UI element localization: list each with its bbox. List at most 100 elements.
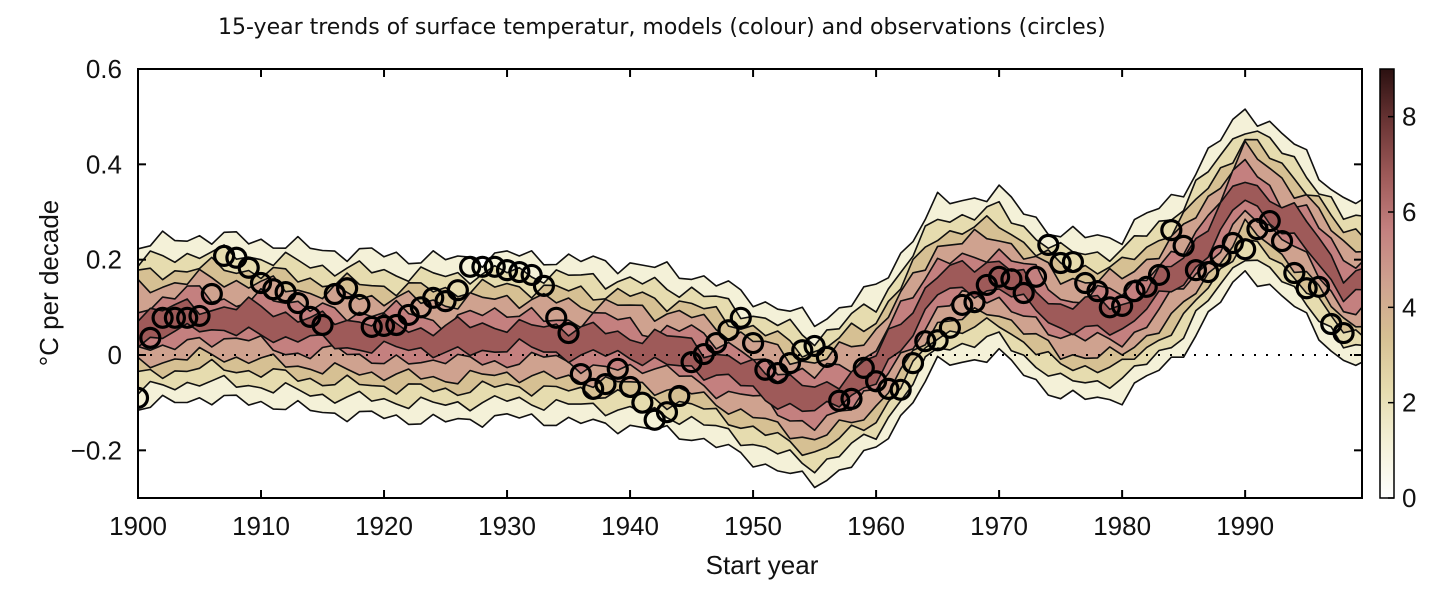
observation-point: [815, 345, 838, 369]
observation-point: [692, 342, 715, 366]
x-tick-label: 1920: [355, 511, 413, 541]
observation-point: [1209, 244, 1232, 267]
x-tick-label: 1930: [478, 511, 536, 541]
observation-point: [1037, 233, 1060, 256]
observation-point: [446, 279, 469, 302]
observation-point: [471, 255, 494, 278]
observation-point: [988, 265, 1011, 288]
observation-point: [1000, 268, 1023, 291]
colorbar-tick-label: 0: [1402, 483, 1416, 513]
observation-point: [1295, 277, 1318, 300]
observation-point: [1123, 280, 1146, 303]
observation-point: [840, 387, 863, 410]
observation-point: [372, 314, 396, 338]
observation-point: [741, 331, 765, 355]
observation-point: [729, 306, 752, 329]
observation-point: [188, 304, 211, 328]
observation-point: [717, 319, 740, 342]
observation-point: [668, 384, 691, 408]
observation-point: [286, 291, 310, 315]
observation-point: [520, 263, 543, 287]
observation-point: [200, 282, 223, 306]
observation-point: [1307, 275, 1331, 298]
observation-point: [237, 256, 260, 279]
observation-point: [1221, 231, 1244, 255]
x-tick-label: 1970: [970, 511, 1028, 541]
x-tick-label: 1960: [847, 511, 905, 541]
observation-point: [914, 330, 937, 353]
observation-point: [901, 352, 925, 375]
observation-point: [582, 377, 605, 400]
observation-point: [151, 306, 174, 329]
x-axis-label: Start year: [706, 550, 819, 580]
observation-point: [705, 331, 728, 355]
model-density-contours: [138, 108, 1362, 489]
colorbar: [1379, 68, 1395, 499]
x-axis: 1900 1910 1920 1930 1940 1950 1960 1970 1980 1990: [109, 69, 1274, 541]
observation-point: [754, 358, 777, 381]
contour-level-6: [138, 181, 1362, 413]
y-tick-label: 0.2: [86, 245, 122, 275]
contour-level-5: [138, 158, 1362, 432]
observation-point: [569, 362, 592, 386]
chart-title: 15-year trends of surface temperatur, mo…: [218, 15, 1106, 40]
observation-point: [336, 277, 359, 300]
observation-point: [163, 306, 187, 329]
y-axis-label: °C per decade: [34, 200, 64, 367]
observation-point: [311, 313, 334, 337]
observation-point: [1135, 275, 1158, 298]
y-tick-label: 0: [108, 340, 122, 370]
observation-point: [1012, 281, 1035, 305]
observation-point: [483, 255, 506, 278]
observation-point: [1024, 265, 1048, 288]
observation-point: [422, 286, 445, 309]
observation-circles: [138, 209, 1355, 431]
observation-point: [889, 378, 912, 401]
plot-frame: [137, 68, 1363, 499]
observation-point: [1147, 263, 1171, 287]
observation-point: [434, 290, 457, 313]
observation-point: [323, 282, 346, 306]
observation-point: [1172, 234, 1195, 257]
observation-point: [459, 255, 482, 278]
colorbar-axis: 0 2 4 6 8: [1388, 102, 1416, 513]
observation-point: [594, 372, 617, 396]
colorbar-tick-label: 6: [1402, 197, 1416, 227]
observation-point: [262, 278, 285, 301]
contour-level-4: [138, 140, 1362, 441]
x-tick-label: 1990: [1216, 511, 1274, 541]
colorbar-tick-label: 2: [1402, 388, 1416, 418]
observation-point: [828, 389, 851, 412]
observation-point: [1098, 296, 1121, 319]
observation-point: [1332, 321, 1355, 345]
observation-point: [1111, 294, 1134, 318]
observation-point: [1049, 251, 1072, 275]
observation-point: [508, 260, 531, 284]
x-tick-label: 1900: [109, 511, 167, 541]
observation-point: [1258, 209, 1281, 233]
observation-point: [176, 306, 199, 329]
observation-point: [631, 391, 654, 414]
x-tick-label: 1910: [232, 511, 290, 541]
observation-point: [655, 401, 679, 424]
observation-point: [249, 271, 273, 295]
observation-point: [618, 375, 642, 399]
observation-point: [803, 334, 826, 358]
colorbar-tick-label: 4: [1402, 292, 1416, 322]
observation-point: [1160, 219, 1183, 242]
y-axis: 0.6 0.4 0.2 0 −0.2: [71, 54, 1362, 465]
y-tick-label: −0.2: [71, 435, 122, 465]
observation-point: [360, 315, 383, 338]
x-tick-label: 1950: [724, 511, 782, 541]
observation-point: [138, 386, 150, 409]
observation-point: [852, 356, 875, 379]
colorbar-tick-label: 8: [1402, 102, 1416, 132]
observation-point: [963, 290, 986, 314]
observation-point: [938, 316, 961, 339]
x-tick-label: 1940: [601, 511, 659, 541]
observation-point: [532, 274, 556, 297]
observation-point: [951, 293, 974, 317]
observation-point: [1283, 261, 1306, 285]
observation-point: [213, 244, 236, 267]
observation-point: [778, 352, 802, 375]
